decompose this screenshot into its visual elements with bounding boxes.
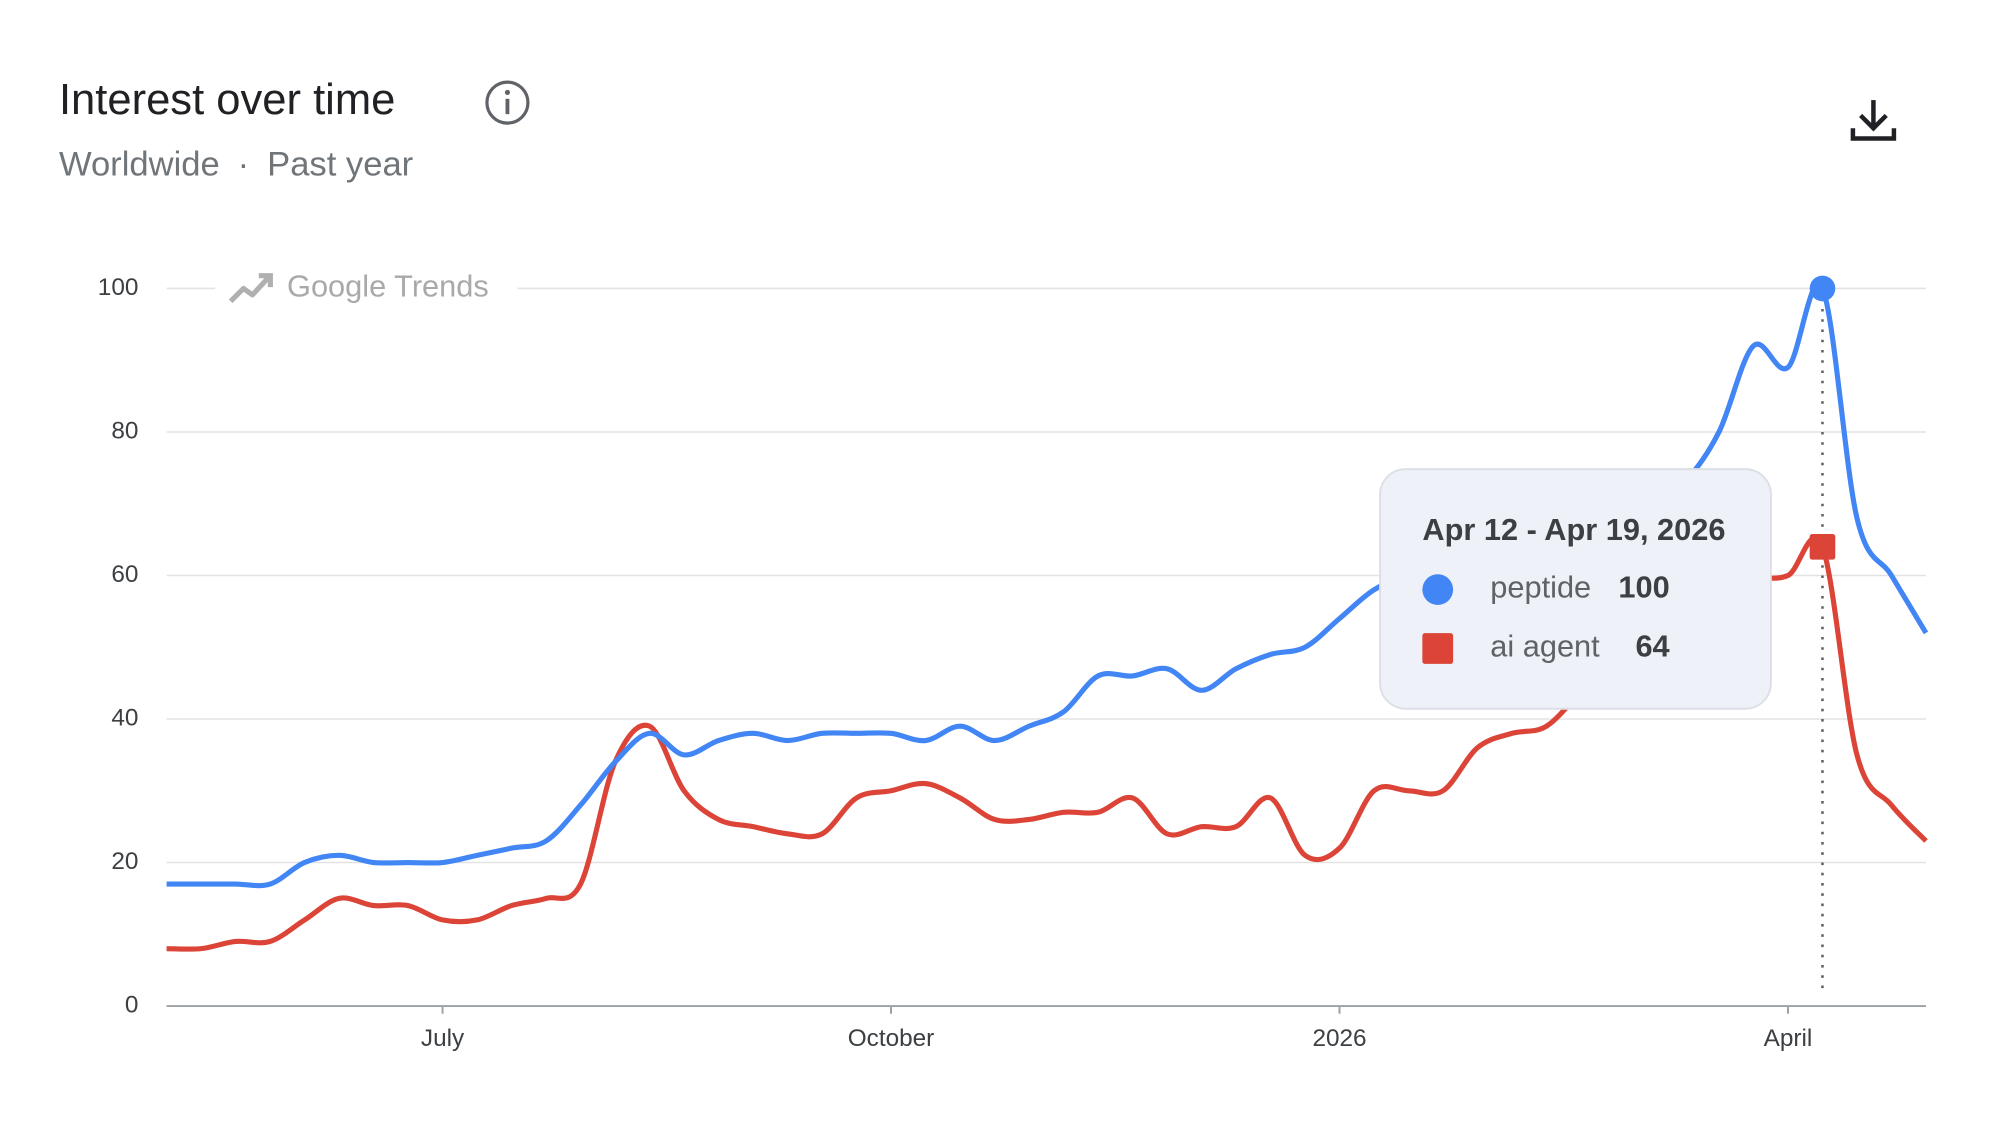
tooltip-box bbox=[1379, 468, 1772, 710]
legend-label: peptide bbox=[1490, 570, 1591, 605]
tooltip-date: Apr 12 - Apr 19, 2026 bbox=[1422, 512, 1725, 547]
x-tick-label: October bbox=[848, 1025, 935, 1052]
info-dot bbox=[504, 89, 511, 95]
watermark: Google Trends bbox=[287, 269, 489, 304]
y-tick-label: 100 bbox=[98, 274, 139, 301]
x-tick-label: April bbox=[1764, 1025, 1813, 1052]
watermark-icon-head bbox=[258, 273, 273, 288]
y-tick-label: 0 bbox=[125, 991, 139, 1018]
subtitle-part: Worldwide bbox=[59, 146, 220, 184]
legend-label: ai agent bbox=[1490, 629, 1600, 664]
x-tick-label: July bbox=[421, 1025, 465, 1052]
hover-marker bbox=[1809, 275, 1836, 302]
download-icon[interactable] bbox=[1850, 100, 1897, 141]
tooltip: Apr 12 - Apr 19, 2026 peptide 100 ai agent 6… bbox=[1379, 468, 1772, 710]
legend-swatch bbox=[1422, 633, 1454, 664]
y-tick-label: 20 bbox=[111, 848, 138, 875]
y-tick-label: 40 bbox=[111, 704, 138, 731]
x-tick-label: 2026 bbox=[1312, 1025, 1366, 1052]
subtitle-part: Past year bbox=[267, 146, 413, 184]
plot-area: 0 20 40 60 80 100 Google Trends July October 2026… bbox=[98, 265, 1929, 1052]
y-tick-label: 80 bbox=[111, 417, 138, 444]
subtitle-separator: · bbox=[238, 146, 250, 184]
tooltip-value: 100 bbox=[1618, 570, 1669, 605]
legend-swatch bbox=[1422, 574, 1454, 605]
subtitle: Worldwide · Past year bbox=[59, 146, 413, 184]
y-tick-label: 60 bbox=[111, 561, 138, 588]
hover-marker bbox=[1809, 533, 1836, 560]
watermark-icon bbox=[228, 275, 271, 304]
download-arrow bbox=[1859, 113, 1888, 132]
info-circle bbox=[485, 80, 530, 125]
chart-title: Interest over time bbox=[59, 76, 395, 124]
download-tray bbox=[1850, 128, 1897, 141]
tooltip-value: 64 bbox=[1635, 629, 1669, 664]
info-icon[interactable] bbox=[485, 80, 530, 125]
